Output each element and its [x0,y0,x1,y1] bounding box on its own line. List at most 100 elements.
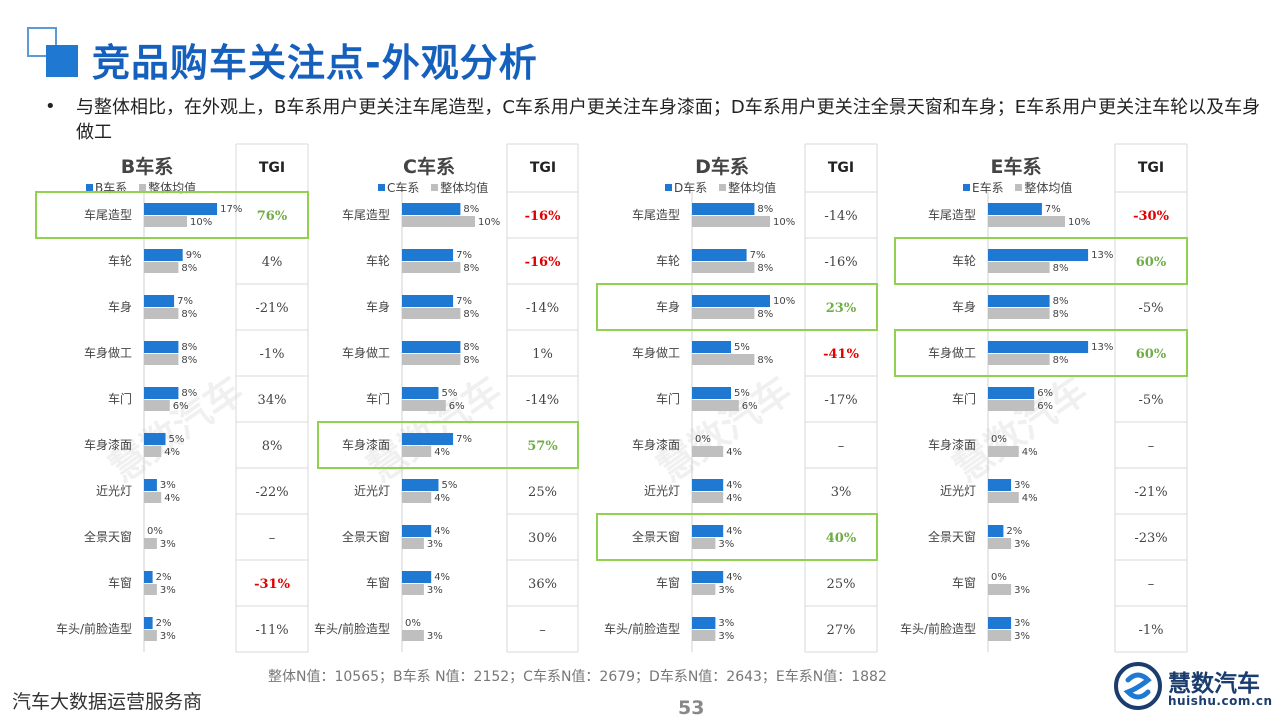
average-bar [988,354,1050,365]
category-label: 全景天窗 [928,529,976,544]
average-bar [402,492,432,503]
category-label: 车轮 [952,253,976,268]
tgi-header: TGI [258,160,286,176]
tgi-value: 34% [258,393,287,408]
tgi-value: -21% [255,301,288,316]
average-value-label: 3% [1014,539,1030,550]
chart-legend: D车系 整体均值 [665,179,776,196]
series-bar [402,341,461,353]
category-label: 车身做工 [84,345,132,360]
average-value-label: 8% [757,309,773,320]
highlight-box [596,513,878,561]
average-value-label: 4% [434,493,450,504]
series-bar [988,479,1012,491]
average-bar [988,538,1012,549]
chart-c-series: C车系 TGI C车系 整体均值 慧数汽车 车尾造型 8% 10% -16% 车轮 7% 8%… [312,140,602,660]
series-bar [988,249,1089,261]
series-value-label: 3% [160,480,176,491]
average-bar [144,584,157,595]
series-bar [402,479,439,491]
average-value-label: 8% [757,355,773,366]
series-bar [692,341,731,353]
average-bar [988,492,1019,503]
chart-title: D车系 [695,156,749,178]
category-label: 近光灯 [354,484,390,498]
series-value-label: 7% [456,250,472,261]
category-label: 车身 [108,299,132,314]
average-bar [402,216,475,227]
chart-title: B车系 [120,156,174,178]
average-value-label: 3% [718,585,734,596]
series-value-label: 0% [991,434,1007,445]
tgi-value: 76% [257,209,288,224]
series-value-label: 3% [718,618,734,629]
average-value-label: 6% [1037,401,1053,412]
average-value-label: 3% [160,585,176,596]
tgi-value: -23% [1134,531,1167,546]
tgi-value: 25% [528,485,557,500]
average-value-label: 3% [718,631,734,642]
tgi-value: -30% [1133,209,1169,224]
average-value-label: 8% [1053,309,1069,320]
category-label: 车窗 [656,575,680,590]
category-label: 车身漆面 [342,437,390,452]
average-value-label: 8% [181,263,197,274]
chart-title: E车系 [990,156,1042,178]
category-label: 车轮 [656,253,680,268]
series-bar [402,525,432,537]
series-bar [144,433,166,445]
tgi-value: 3% [831,485,852,500]
series-bar [402,203,461,215]
sample-size-note: 整体N值：10565；B车系 N值：2152；C车系N值：2679；D车系N值：… [268,669,887,685]
average-bar [988,400,1035,411]
series-value-label: 2% [156,572,172,583]
legend-swatch-series [86,184,93,191]
tgi-value: -1% [1138,623,1163,638]
category-label: 车头/前脸造型 [900,621,976,636]
average-value-label: 4% [726,493,742,504]
series-value-label: 5% [734,342,750,353]
series-bar [988,387,1035,399]
legend-swatch-average [431,184,439,191]
series-bar [988,617,1012,629]
legend-label-series: C车系 [387,181,420,195]
tgi-value: 40% [826,531,857,546]
legend-swatch-series [665,184,672,191]
tgi-value: -14% [526,301,559,316]
series-bar [144,617,153,629]
average-value-label: 3% [160,631,176,642]
tgi-value: -5% [1138,393,1163,408]
legend-label-average: 整体均值 [440,181,489,195]
series-value-label: 0% [405,618,421,629]
category-label: 全景天窗 [342,529,390,544]
category-label: 车身漆面 [84,437,132,452]
series-bar [402,433,454,445]
tgi-value: 25% [827,577,856,592]
tgi-value: – [1148,577,1155,592]
chart-e-series: E车系 TGI E车系 整体均值 慧数汽车 车尾造型 7% 10% -30% 车轮 13% 8… [893,140,1193,660]
chart-canvas: 慧数汽车 车尾造型 17% 10% 76% 车轮 9% 8% 4% 车身 7% 8% -21% 车身做工 8… [35,143,309,653]
category-label: 车门 [366,391,390,406]
category-label: 车尾造型 [928,207,976,222]
average-value-label: 3% [1014,631,1030,642]
series-value-label: 8% [757,204,773,215]
series-value-label: 8% [181,342,197,353]
tgi-value: – [269,531,276,546]
series-bar [692,479,724,491]
average-bar [692,538,716,549]
average-bar [144,446,162,457]
highlight-box [35,191,309,239]
tgi-value: 30% [528,531,557,546]
tgi-value: 36% [528,577,557,592]
average-value-label: 10% [773,217,795,228]
average-bar [144,492,162,503]
average-bar [692,630,716,641]
series-bar [988,295,1050,307]
average-bar [144,308,179,319]
highlight-box [894,329,1188,377]
category-label: 车头/前脸造型 [604,621,680,636]
series-value-label: 8% [463,204,479,215]
tgi-value: -17% [824,393,857,408]
series-value-label: 8% [463,342,479,353]
tgi-value: -11% [255,623,288,638]
